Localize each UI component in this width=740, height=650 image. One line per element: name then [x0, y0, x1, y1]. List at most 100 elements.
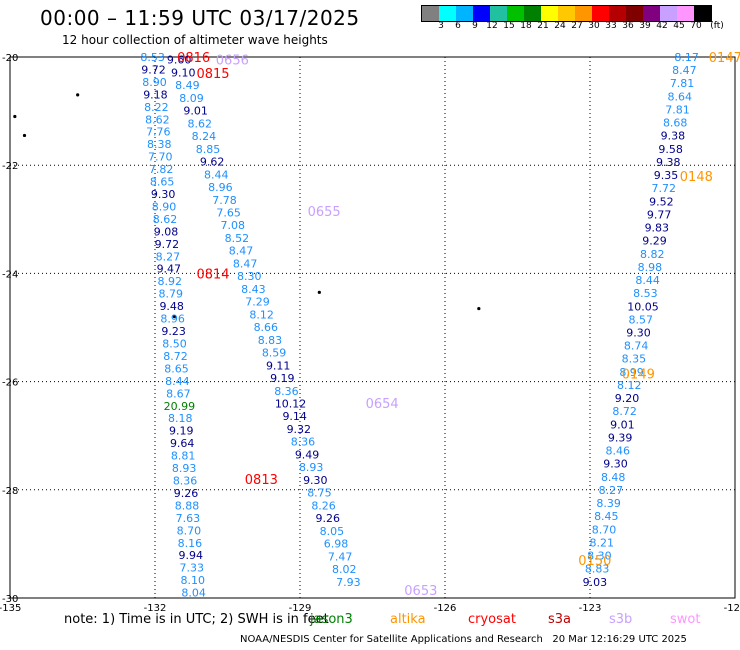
- legend-swatch: [643, 6, 660, 21]
- wave-height-value: 8.09: [179, 92, 204, 105]
- wave-height-value: 7.81: [665, 103, 690, 116]
- wave-height-value: 8.24: [192, 130, 217, 143]
- wave-height-value: 9.01: [183, 105, 208, 118]
- wave-height-value: 8.67: [166, 387, 191, 400]
- wave-height-value: 8.05: [320, 525, 345, 538]
- wave-height-value: 8.04: [181, 587, 206, 600]
- wave-height-value: 9.60: [167, 54, 192, 67]
- wave-height-value: 6.98: [324, 538, 349, 551]
- wave-height-value: 8.39: [596, 497, 621, 510]
- x-tick-label: -120: [724, 603, 740, 614]
- wave-height-value: 8.96: [160, 313, 185, 326]
- wave-height-value: 8.83: [585, 563, 610, 576]
- x-tick-label: -123: [579, 603, 602, 614]
- footer-credit: NOAA/NESDIS Center for Satellite Applica…: [240, 634, 687, 645]
- wave-height-value: 8.72: [163, 350, 188, 363]
- legend-swatch: [592, 6, 609, 21]
- wave-height-value: 9.32: [287, 423, 312, 436]
- wave-height-value: 9.29: [642, 235, 667, 248]
- footer-note: note: 1) Time is in UTC; 2) SWH is in fe…: [64, 612, 329, 627]
- wave-height-value: 9.30: [151, 188, 176, 201]
- wave-height-value: 8.92: [158, 275, 183, 288]
- wave-height-value: 8.93: [299, 461, 324, 474]
- wave-height-value: 8.44: [635, 274, 660, 287]
- y-tick-label: -20: [2, 53, 18, 64]
- wave-height-value: 8.27: [599, 484, 624, 497]
- x-tick-label: -129: [289, 603, 312, 614]
- wave-height-value: 7.65: [216, 207, 241, 220]
- wave-height-value: 9.77: [647, 208, 672, 221]
- y-tick-label: -24: [2, 269, 18, 280]
- wave-height-value: 10.05: [627, 300, 659, 313]
- wave-height-value: 8.65: [164, 362, 189, 375]
- wave-height-value: 9.30: [626, 327, 651, 340]
- pass-time-label: 0653: [404, 584, 437, 599]
- satellite-swot: swot: [670, 612, 701, 627]
- wave-height-value: 9.64: [170, 437, 195, 450]
- wave-height-value: 9.11: [266, 359, 291, 372]
- wave-height-value: 8.36: [274, 385, 299, 398]
- wave-height-value: 8.81: [171, 450, 196, 463]
- legend-label: 15: [503, 21, 515, 31]
- wave-height-value: 8.44: [165, 375, 190, 388]
- wave-height-value: 10.12: [275, 398, 307, 411]
- wave-height-value: 7.81: [670, 77, 695, 90]
- legend-label: 27: [571, 21, 583, 31]
- wave-height-value: 8.74: [624, 340, 649, 353]
- legend-label: 45: [673, 21, 685, 31]
- wave-height-value: 8.47: [672, 64, 697, 77]
- wave-height-value: 9.49: [295, 448, 320, 461]
- wave-height-value: 9.19: [169, 425, 194, 438]
- pass-time-label: 0655: [308, 205, 341, 220]
- wave-height-value: 9.30: [603, 458, 628, 471]
- wave-height-value: 8.96: [208, 181, 233, 194]
- pass-time-label: 0149: [622, 367, 655, 382]
- y-tick-label: -26: [2, 378, 18, 389]
- wave-height-value: 8.36: [291, 436, 316, 449]
- wave-height-value: 8.12: [249, 308, 274, 321]
- wave-height-value: 9.30: [303, 474, 328, 487]
- wave-height-value: 7.72: [651, 182, 676, 195]
- wave-height-value: 8.45: [594, 510, 619, 523]
- island-mark: [317, 290, 321, 294]
- wave-height-value: 9.01: [610, 418, 635, 431]
- wave-height-value: 9.26: [174, 487, 199, 500]
- wave-height-value: 8.66: [254, 321, 279, 334]
- legend-label: 3: [438, 21, 444, 31]
- wave-height-value: 7.82: [149, 163, 174, 176]
- wave-height-value: 8.30: [587, 550, 612, 563]
- pass-time-label: 0656: [216, 54, 249, 69]
- wave-height-value: 8.88: [175, 499, 200, 512]
- wave-height-value: 8.83: [258, 334, 283, 347]
- island-mark: [13, 114, 17, 119]
- legend-label: 21: [537, 21, 549, 31]
- x-tick-label: -132: [144, 603, 167, 614]
- wave-height-value: 8.44: [204, 168, 229, 181]
- legend-label: 33: [605, 21, 617, 31]
- credit-text: NOAA/NESDIS Center for Satellite Applica…: [240, 634, 543, 645]
- wave-height-value: 8.48: [601, 471, 626, 484]
- legend-label: 42: [656, 21, 668, 31]
- wave-height-value: 20.99: [164, 400, 196, 413]
- wave-height-value: 8.22: [144, 101, 169, 114]
- wave-height-value: 7.76: [146, 126, 171, 139]
- wave-height-value: 8.75: [307, 487, 332, 500]
- island-mark: [477, 306, 481, 311]
- color-scale-legend: [421, 5, 712, 22]
- legend-swatch: [626, 6, 643, 21]
- wave-height-value: 8.26: [311, 499, 336, 512]
- wave-height-value: 7.33: [180, 562, 205, 575]
- legend-swatch: [456, 6, 473, 21]
- legend-swatch: [490, 6, 507, 21]
- legend-unit: (ft): [710, 21, 724, 31]
- legend-label: 18: [520, 21, 532, 31]
- wave-height-value: 7.47: [328, 550, 353, 563]
- wave-height-value: 9.38: [656, 156, 681, 169]
- wave-height-value: 9.47: [157, 263, 182, 276]
- legend-swatch: [660, 6, 677, 21]
- wave-height-value: 8.10: [180, 574, 205, 587]
- island-mark: [22, 133, 27, 138]
- island-mark: [76, 93, 80, 97]
- wave-height-value: 9.38: [661, 130, 686, 143]
